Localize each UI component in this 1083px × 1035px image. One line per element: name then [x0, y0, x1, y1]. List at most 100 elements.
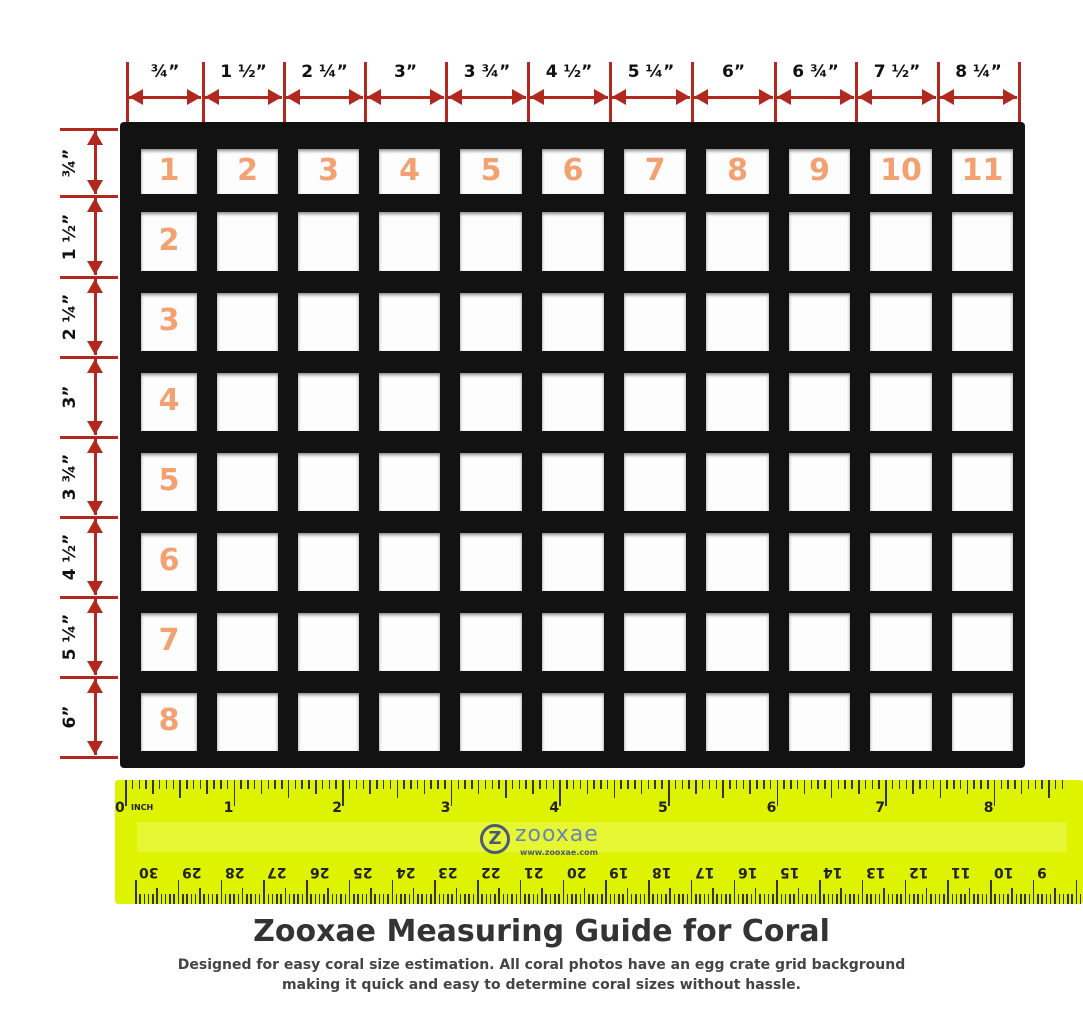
column-size-label: 8 ¼”: [955, 62, 1002, 82]
inch-tick: [158, 780, 161, 789]
arrow-right-icon: [759, 89, 773, 105]
grid-number-label: 3: [158, 303, 180, 338]
cm-tick: [335, 894, 338, 904]
cm-tick: [703, 894, 706, 904]
arrow-down-icon: [87, 180, 103, 194]
cm-tick: [1058, 894, 1061, 904]
column-divider-line: [609, 62, 612, 122]
cm-tick: [391, 880, 394, 904]
cm-tick: [780, 894, 783, 904]
inch-tick: [858, 780, 860, 794]
cm-label: 20: [566, 864, 587, 880]
grid-cell: [706, 533, 769, 591]
cm-tick: [472, 894, 475, 904]
inch-tick: [348, 780, 351, 789]
grid-cell: [542, 373, 604, 431]
cm-tick: [177, 880, 180, 904]
cm-tick: [139, 894, 141, 904]
cm-tick: [793, 894, 795, 904]
cm-tick: [374, 894, 376, 904]
cm-label: 16: [737, 864, 758, 880]
arrow-left-icon: [286, 89, 300, 105]
cm-tick: [763, 894, 765, 904]
grid-number-label: 2: [158, 222, 180, 258]
cm-tick: [502, 894, 505, 904]
inch-tick: [315, 780, 317, 794]
cm-tick: [340, 894, 342, 904]
cm-tick: [1024, 894, 1026, 904]
cm-tick: [323, 894, 325, 904]
cm-label: 19: [609, 864, 629, 880]
cm-tick: [673, 894, 676, 904]
cm-tick: [853, 894, 855, 904]
cm-tick: [220, 880, 222, 904]
inch-tick: [891, 780, 894, 789]
cm-tick: [784, 894, 787, 904]
inch-tick: [396, 780, 398, 798]
cm-tick: [810, 894, 813, 904]
inch-tick: [783, 780, 785, 789]
cm-label: 12: [908, 864, 929, 880]
inch-tick: [376, 780, 378, 789]
cm-tick: [733, 880, 736, 904]
grid-cell: [542, 453, 604, 511]
cm-tick: [1015, 894, 1018, 904]
cm-tick: [955, 894, 958, 904]
inch-tick: [321, 780, 324, 789]
arrow-up-icon: [87, 131, 103, 145]
inch-tick: [491, 780, 494, 789]
cm-tick: [562, 880, 565, 904]
inch-tick: [423, 780, 426, 794]
cm-tick: [498, 888, 500, 904]
cm-tick: [1049, 894, 1052, 904]
row-size-label: 1 ½”: [60, 213, 80, 260]
inch-tick: [389, 780, 392, 789]
inch-tick: [803, 780, 806, 794]
cm-tick: [609, 894, 612, 904]
inch-tick: [695, 780, 697, 794]
inch-tick: [844, 780, 846, 789]
inch-tick: [294, 780, 297, 789]
grid-cell: [789, 212, 850, 271]
grid-cell: [624, 212, 686, 271]
grid-cell: [952, 613, 1013, 671]
cm-tick: [686, 894, 689, 904]
cm-tick: [998, 894, 1001, 904]
grid-cell: [217, 453, 278, 511]
cm-label: 23: [438, 864, 458, 880]
arrow-up-icon: [87, 679, 103, 693]
cm-tick: [874, 894, 877, 904]
row-divider-line: [60, 436, 118, 439]
inch-tick: [566, 780, 568, 789]
ruler-brand: zooxae: [515, 822, 599, 847]
column-size-label: ¾”: [150, 62, 180, 82]
inch-tick: [369, 780, 371, 794]
inch-tick: [919, 780, 921, 789]
cm-tick: [571, 894, 573, 904]
cm-tick: [635, 894, 637, 904]
inch-tick: [572, 780, 575, 789]
cm-tick: [981, 894, 984, 904]
cm-tick: [660, 894, 663, 904]
cm-tick: [947, 880, 949, 904]
grid-cell: [870, 533, 932, 591]
cm-tick: [331, 894, 334, 904]
column-divider-line: [774, 62, 777, 122]
column-size-label: 1 ½”: [220, 62, 267, 82]
arrow-right-icon: [594, 89, 608, 105]
inch-tick: [138, 780, 141, 789]
grid-cell: [789, 149, 850, 194]
grid-cell: [952, 533, 1013, 591]
grid-cell: [298, 293, 359, 351]
grid-number-label: 7: [644, 152, 666, 188]
inch-tick: [199, 780, 202, 789]
cm-tick: [528, 894, 530, 904]
cm-tick: [301, 894, 304, 904]
grid-cell: [624, 149, 686, 194]
grid-cell: [624, 613, 686, 671]
grid-cell: [460, 613, 522, 671]
cm-tick: [233, 894, 235, 904]
cm-tick: [370, 888, 372, 904]
grid-number-label: 9: [809, 152, 830, 188]
column-size-label: 6 ¾”: [792, 62, 839, 82]
